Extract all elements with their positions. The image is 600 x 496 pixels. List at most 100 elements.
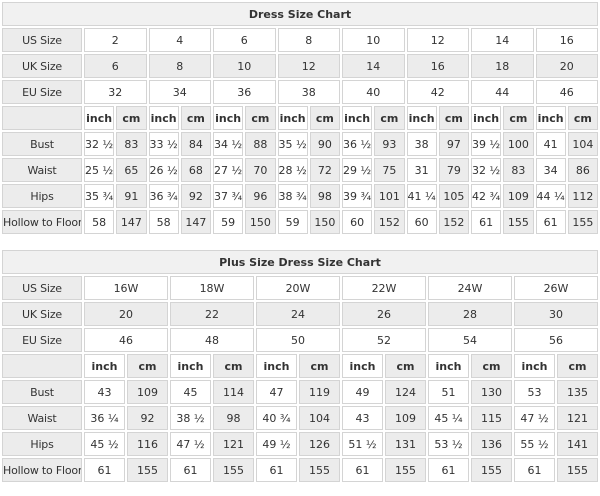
measure-row: Bust 43 109 45 114 47 119 49 124 51 130 53 135 [2,380,598,404]
row-label: Hips [2,184,82,208]
cm-value-cell: 150 [309,210,340,234]
size-value-cell: 42 [406,80,469,104]
row-label: US Size [2,276,82,300]
measure-row: Hips 45 ½ 116 47 ½ 121 49 ½ 126 51 ½ 131 53 ½ 136 5… [2,432,598,456]
cm-value-cell: 135 [557,380,598,404]
unit-cm-cell: cm [557,354,598,378]
cm-value-cell: 98 [213,406,254,430]
cm-value-cell: 86 [567,158,598,182]
unit-inch-cell: inch [256,354,297,378]
cm-value-cell: 104 [567,132,598,156]
cm-value-cell: 83 [116,132,147,156]
inch-value-cell: 49 [342,380,383,404]
row-label-empty [2,354,82,378]
unit-cm-cell: cm [374,106,405,130]
unit-cm-cell: cm [471,354,512,378]
size-value-cell: 36 [213,80,276,104]
inch-value-cell: 61 [471,210,502,234]
size-value-cell: 12 [406,28,469,52]
inch-value-cell: 38 ½ [170,406,211,430]
size-value-cell: 24 [256,302,340,326]
unit-inch-cell: inch [406,106,437,130]
cm-value-cell: 72 [309,158,340,182]
unit-inch-cell: inch [471,106,502,130]
cm-value-cell: 92 [180,184,211,208]
cm-value-cell: 109 [385,406,426,430]
inch-value-cell: 59 [277,210,308,234]
size-value-cell: 10 [213,54,276,78]
size-value-cell: 32 [84,80,147,104]
size-value-cell: 10 [342,28,405,52]
unit-inch-cell: inch [535,106,566,130]
cm-value-cell: 155 [385,458,426,482]
inch-value-cell: 60 [406,210,437,234]
size-value-cell: 20 [535,54,598,78]
size-value-cell: 26 [342,302,426,326]
size-chart-table: Dress Size Chart US Size 2 4 6 8 10 12 14 16 UK Si… [0,0,600,236]
inch-value-cell: 38 [406,132,437,156]
cm-value-cell: 112 [567,184,598,208]
inch-value-cell: 61 [342,458,383,482]
cm-value-cell: 91 [116,184,147,208]
cm-value-cell: 155 [299,458,340,482]
inch-value-cell: 39 ¾ [342,184,373,208]
size-value-cell: 12 [277,54,340,78]
size-row: UK Size 20 22 24 26 28 30 [2,302,598,326]
unit-cm-cell: cm [116,106,147,130]
inch-value-cell: 43 [84,380,125,404]
cm-value-cell: 155 [213,458,254,482]
inch-value-cell: 41 [535,132,566,156]
inch-value-cell: 25 ½ [84,158,115,182]
cm-value-cell: 155 [127,458,168,482]
cm-value-cell: 121 [213,432,254,456]
inch-value-cell: 61 [170,458,211,482]
cm-value-cell: 101 [374,184,405,208]
unit-row: inch cm inch cm inch cm inch cm inch cm inch cm [2,354,598,378]
inch-value-cell: 45 ½ [84,432,125,456]
unit-inch-cell: inch [84,106,115,130]
unit-inch-cell: inch [84,354,125,378]
size-value-cell: 52 [342,328,426,352]
inch-value-cell: 61 [535,210,566,234]
cm-value-cell: 155 [503,210,534,234]
size-value-cell: 16 [535,28,598,52]
cm-value-cell: 141 [557,432,598,456]
inch-value-cell: 40 ¾ [256,406,297,430]
inch-value-cell: 61 [84,458,125,482]
cm-value-cell: 150 [245,210,276,234]
measure-row: Waist 36 ¼ 92 38 ½ 98 40 ¾ 104 43 109 45 ¼ 115 47 ½… [2,406,598,430]
inch-value-cell: 37 ¾ [213,184,244,208]
row-label-empty [2,106,82,130]
unit-inch-cell: inch [428,354,469,378]
cm-value-cell: 152 [438,210,469,234]
measure-row: Hollow to Floor 58 147 58 147 59 150 59 150 60 152… [2,210,598,234]
cm-value-cell: 155 [471,458,512,482]
inch-value-cell: 27 ½ [213,158,244,182]
unit-inch-cell: inch [514,354,555,378]
unit-inch-cell: inch [148,106,179,130]
inch-value-cell: 38 ¾ [277,184,308,208]
cm-value-cell: 92 [127,406,168,430]
unit-inch-cell: inch [213,106,244,130]
cm-value-cell: 98 [309,184,340,208]
size-value-cell: 20 [84,302,168,326]
inch-value-cell: 34 [535,158,566,182]
cm-value-cell: 83 [503,158,534,182]
unit-cm-cell: cm [567,106,598,130]
unit-cm-cell: cm [127,354,168,378]
size-value-cell: 28 [428,302,512,326]
size-value-cell: 30 [514,302,598,326]
inch-value-cell: 47 ½ [514,406,555,430]
title-row: Plus Size Dress Size Chart [2,250,598,274]
size-value-cell: 18 [471,54,534,78]
size-value-cell: 18W [170,276,254,300]
cm-value-cell: 70 [245,158,276,182]
size-value-cell: 6 [213,28,276,52]
size-value-cell: 2 [84,28,147,52]
inch-value-cell: 41 ¼ [406,184,437,208]
inch-value-cell: 61 [256,458,297,482]
inch-value-cell: 53 ½ [428,432,469,456]
unit-cm-cell: cm [180,106,211,130]
size-value-cell: 22W [342,276,426,300]
